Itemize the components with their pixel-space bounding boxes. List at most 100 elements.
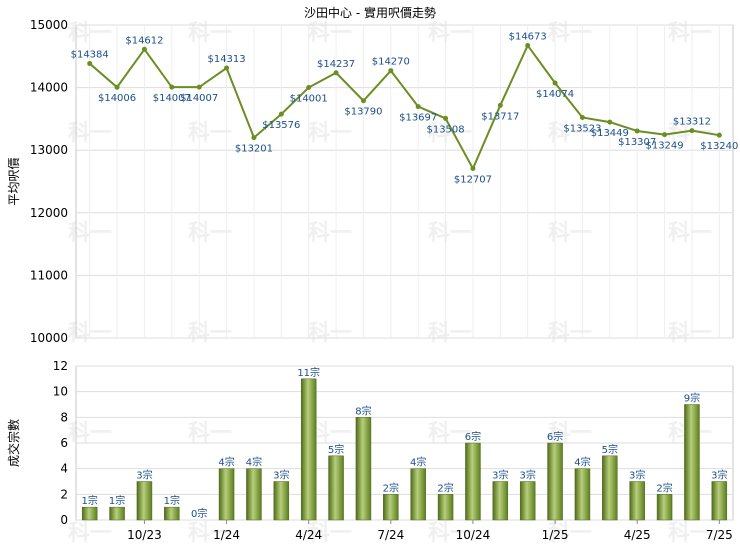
volume-bar bbox=[136, 481, 153, 521]
watermark-text: 科一 bbox=[428, 320, 472, 346]
volume-bar bbox=[437, 494, 454, 521]
price-point bbox=[662, 132, 668, 138]
volume-bar bbox=[218, 468, 235, 521]
volume-data-label: 1宗 bbox=[164, 494, 180, 507]
volume-data-label: 1宗 bbox=[109, 494, 125, 507]
watermark-text: 科一 bbox=[188, 420, 232, 446]
volume-y-tick-label: 8 bbox=[60, 410, 68, 424]
volume-data-label: 4宗 bbox=[218, 456, 234, 469]
volume-data-label: 3宗 bbox=[136, 469, 152, 482]
price-data-label: $13249 bbox=[645, 141, 683, 152]
volume-data-label: 8宗 bbox=[355, 404, 371, 417]
watermark-text: 科一 bbox=[308, 120, 352, 146]
volume-bar bbox=[273, 481, 290, 521]
watermark-text: 科一 bbox=[428, 220, 472, 246]
x-tick-label: 10/23 bbox=[127, 528, 162, 542]
x-tick-label: 4/24 bbox=[295, 528, 322, 542]
price-point bbox=[87, 61, 93, 67]
volume-bar bbox=[81, 506, 98, 521]
volume-bar bbox=[656, 494, 673, 521]
volume-data-label: 5宗 bbox=[328, 443, 344, 456]
price-data-label: $13312 bbox=[673, 117, 711, 128]
price-point bbox=[388, 68, 394, 74]
price-y-tick-label: 14000 bbox=[30, 81, 68, 95]
x-tick-label: 7/24 bbox=[377, 528, 404, 542]
volume-bar bbox=[574, 468, 591, 521]
price-point bbox=[141, 46, 147, 52]
volume-bar bbox=[602, 455, 618, 521]
price-point bbox=[360, 98, 366, 104]
watermark-text: 科一 bbox=[428, 420, 472, 446]
x-tick-label: 1/24 bbox=[213, 528, 240, 542]
watermark-text: 科一 bbox=[188, 220, 232, 246]
volume-data-label: 11宗 bbox=[297, 366, 320, 379]
volume-bar bbox=[355, 417, 372, 521]
price-data-label: $14006 bbox=[98, 93, 136, 104]
price-data-label: $13508 bbox=[426, 124, 464, 135]
watermark-text: 科一 bbox=[668, 320, 712, 346]
watermark-text: 科一 bbox=[428, 120, 472, 146]
price-point bbox=[470, 166, 476, 172]
price-point bbox=[716, 132, 722, 138]
volume-data-label: 4宗 bbox=[574, 456, 590, 469]
volume-y-axis-label: 成交宗數 bbox=[6, 419, 21, 467]
volume-data-label: 6宗 bbox=[465, 430, 481, 443]
price-data-label: $13717 bbox=[481, 111, 519, 122]
price-data-label: $13449 bbox=[591, 128, 629, 139]
volume-panel: 0 2 4 6 8 10 12 成交宗數 1宗 1宗 3宗 1宗 0宗 4宗 4宗 3宗 11宗 5宗 8宗 2宗 4宗… bbox=[6, 359, 734, 542]
price-data-label: $14007 bbox=[153, 93, 191, 104]
volume-bar bbox=[492, 481, 509, 521]
price-data-label: $13307 bbox=[618, 137, 656, 148]
price-y-axis-label: 平均呎價 bbox=[7, 157, 21, 205]
watermark-text: 科一 bbox=[188, 520, 232, 546]
volume-data-label: 1宗 bbox=[82, 494, 98, 507]
watermark-text: 科一 bbox=[308, 520, 352, 546]
watermark-text: 科一 bbox=[308, 320, 352, 346]
price-point bbox=[552, 80, 558, 86]
price-data-label: $14612 bbox=[125, 35, 163, 46]
volume-data-label: 4宗 bbox=[246, 456, 262, 469]
price-point bbox=[689, 128, 695, 134]
price-data-label: $14384 bbox=[71, 50, 109, 61]
price-y-tick-label: 11000 bbox=[30, 268, 68, 282]
volume-data-label: 3宗 bbox=[629, 469, 645, 482]
volume-bar bbox=[383, 494, 399, 521]
price-y-tick-label: 12000 bbox=[30, 206, 68, 220]
watermark-text: 科一 bbox=[428, 20, 472, 46]
volume-y-tick-label: 12 bbox=[53, 359, 68, 373]
volume-bar bbox=[465, 442, 481, 521]
price-point bbox=[443, 115, 449, 121]
watermark-text: 科一 bbox=[188, 320, 232, 346]
price-data-label: $14673 bbox=[509, 31, 547, 42]
price-point bbox=[224, 65, 230, 71]
watermark-text: 科一 bbox=[68, 420, 112, 446]
watermark-text: 科一 bbox=[188, 120, 232, 146]
price-data-label: $13523 bbox=[563, 123, 601, 134]
price-data-label: $14313 bbox=[207, 54, 245, 65]
price-point bbox=[634, 128, 640, 134]
price-data-label: $14237 bbox=[317, 59, 355, 70]
x-tick-label: 10/24 bbox=[456, 528, 491, 542]
volume-bar bbox=[547, 442, 563, 521]
price-data-label: $12707 bbox=[454, 175, 492, 186]
volume-bar bbox=[328, 455, 344, 521]
volume-bar bbox=[711, 481, 728, 521]
volume-y-tick-label: 0 bbox=[60, 513, 68, 527]
volume-data-label: 3宗 bbox=[492, 469, 508, 482]
price-data-label: $13576 bbox=[262, 120, 300, 131]
price-data-label: $13240 bbox=[700, 141, 738, 152]
chart-title: 沙田中心 - 實用呎價走勢 bbox=[304, 5, 436, 20]
price-point bbox=[306, 85, 312, 91]
volume-data-label: 5宗 bbox=[602, 443, 618, 456]
watermark-text: 科一 bbox=[668, 20, 712, 46]
volume-bar bbox=[410, 468, 426, 521]
volume-y-tick-label: 4 bbox=[60, 462, 68, 476]
volume-bar bbox=[684, 404, 700, 521]
price-plot-frame bbox=[75, 24, 734, 339]
volume-data-label: 3宗 bbox=[711, 469, 727, 482]
volume-y-tick-label: 6 bbox=[60, 436, 68, 450]
volume-data-label: 3宗 bbox=[273, 469, 289, 482]
price-point bbox=[607, 119, 613, 125]
